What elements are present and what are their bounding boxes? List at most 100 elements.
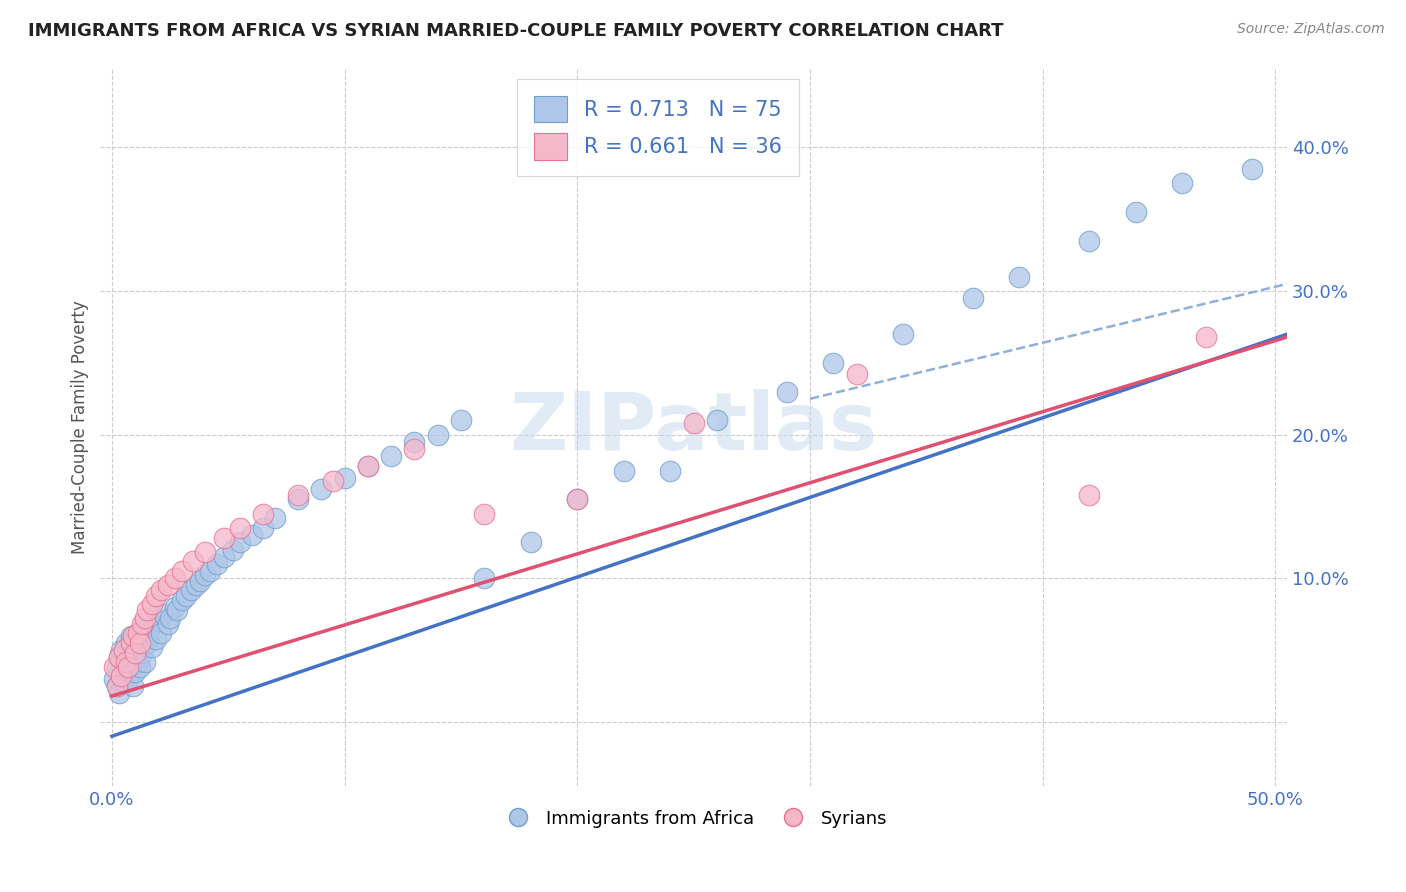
Point bbox=[159, 611, 181, 625]
Point bbox=[145, 589, 167, 603]
Point bbox=[205, 557, 228, 571]
Point bbox=[122, 650, 145, 665]
Point bbox=[131, 646, 153, 660]
Point bbox=[176, 589, 198, 603]
Point bbox=[706, 413, 728, 427]
Legend: Immigrants from Africa, Syrians: Immigrants from Africa, Syrians bbox=[494, 803, 894, 835]
Point bbox=[127, 625, 149, 640]
Point bbox=[357, 459, 380, 474]
Point bbox=[170, 592, 193, 607]
Point bbox=[1241, 162, 1264, 177]
Point bbox=[129, 636, 152, 650]
Point bbox=[112, 674, 135, 689]
Point bbox=[184, 578, 207, 592]
Point bbox=[145, 632, 167, 646]
Point bbox=[120, 636, 142, 650]
Point bbox=[659, 464, 682, 478]
Point bbox=[682, 416, 704, 430]
Point bbox=[108, 650, 131, 665]
Point bbox=[183, 554, 205, 568]
Point bbox=[198, 564, 221, 578]
Point bbox=[426, 427, 449, 442]
Point bbox=[141, 597, 163, 611]
Point bbox=[1125, 205, 1147, 219]
Point bbox=[105, 660, 128, 674]
Point bbox=[1008, 269, 1031, 284]
Point bbox=[222, 542, 245, 557]
Text: IMMIGRANTS FROM AFRICA VS SYRIAN MARRIED-COUPLE FAMILY POVERTY CORRELATION CHART: IMMIGRANTS FROM AFRICA VS SYRIAN MARRIED… bbox=[28, 22, 1004, 40]
Point bbox=[311, 482, 333, 496]
Point bbox=[141, 640, 163, 655]
Point bbox=[823, 356, 845, 370]
Point bbox=[1078, 488, 1101, 502]
Point bbox=[472, 507, 495, 521]
Point bbox=[170, 564, 193, 578]
Point bbox=[110, 669, 132, 683]
Point bbox=[190, 574, 212, 589]
Point bbox=[287, 492, 309, 507]
Point bbox=[124, 646, 146, 660]
Point bbox=[110, 669, 132, 683]
Point bbox=[103, 660, 125, 674]
Point bbox=[156, 617, 179, 632]
Text: Source: ZipAtlas.com: Source: ZipAtlas.com bbox=[1237, 22, 1385, 37]
Point bbox=[105, 679, 128, 693]
Point bbox=[148, 615, 170, 629]
Point bbox=[404, 442, 426, 456]
Point bbox=[322, 474, 344, 488]
Point bbox=[229, 521, 252, 535]
Point bbox=[112, 643, 135, 657]
Point bbox=[212, 549, 235, 564]
Point bbox=[149, 625, 172, 640]
Point bbox=[287, 488, 309, 502]
Point bbox=[129, 660, 152, 674]
Point bbox=[117, 672, 139, 686]
Point bbox=[138, 629, 160, 643]
Point bbox=[194, 545, 217, 559]
Point bbox=[1194, 330, 1216, 344]
Point bbox=[152, 607, 174, 622]
Point bbox=[252, 521, 274, 535]
Point bbox=[122, 629, 145, 643]
Point bbox=[134, 655, 156, 669]
Point bbox=[567, 492, 589, 507]
Point bbox=[131, 617, 153, 632]
Point bbox=[357, 459, 380, 474]
Point bbox=[891, 327, 914, 342]
Point bbox=[163, 571, 186, 585]
Point bbox=[122, 679, 145, 693]
Point bbox=[845, 368, 868, 382]
Point bbox=[380, 449, 402, 463]
Point bbox=[124, 636, 146, 650]
Point bbox=[450, 413, 472, 427]
Point bbox=[472, 571, 495, 585]
Point bbox=[520, 535, 543, 549]
Point bbox=[105, 679, 128, 693]
Point bbox=[776, 384, 799, 399]
Point bbox=[120, 629, 142, 643]
Point bbox=[156, 578, 179, 592]
Point bbox=[263, 511, 285, 525]
Point bbox=[127, 655, 149, 669]
Point bbox=[115, 655, 138, 669]
Point bbox=[252, 507, 274, 521]
Point bbox=[135, 636, 157, 650]
Point bbox=[212, 531, 235, 545]
Point bbox=[108, 650, 131, 665]
Point bbox=[117, 646, 139, 660]
Point bbox=[115, 636, 138, 650]
Text: ZIPatlas: ZIPatlas bbox=[509, 389, 877, 467]
Point bbox=[142, 617, 165, 632]
Point bbox=[103, 672, 125, 686]
Point bbox=[962, 291, 984, 305]
Point bbox=[120, 660, 142, 674]
Y-axis label: Married-Couple Family Poverty: Married-Couple Family Poverty bbox=[72, 301, 89, 554]
Point bbox=[240, 528, 263, 542]
Point bbox=[1078, 234, 1101, 248]
Point bbox=[127, 625, 149, 640]
Point bbox=[166, 603, 188, 617]
Point bbox=[124, 665, 146, 679]
Point bbox=[134, 611, 156, 625]
Point bbox=[163, 599, 186, 614]
Point bbox=[115, 665, 138, 679]
